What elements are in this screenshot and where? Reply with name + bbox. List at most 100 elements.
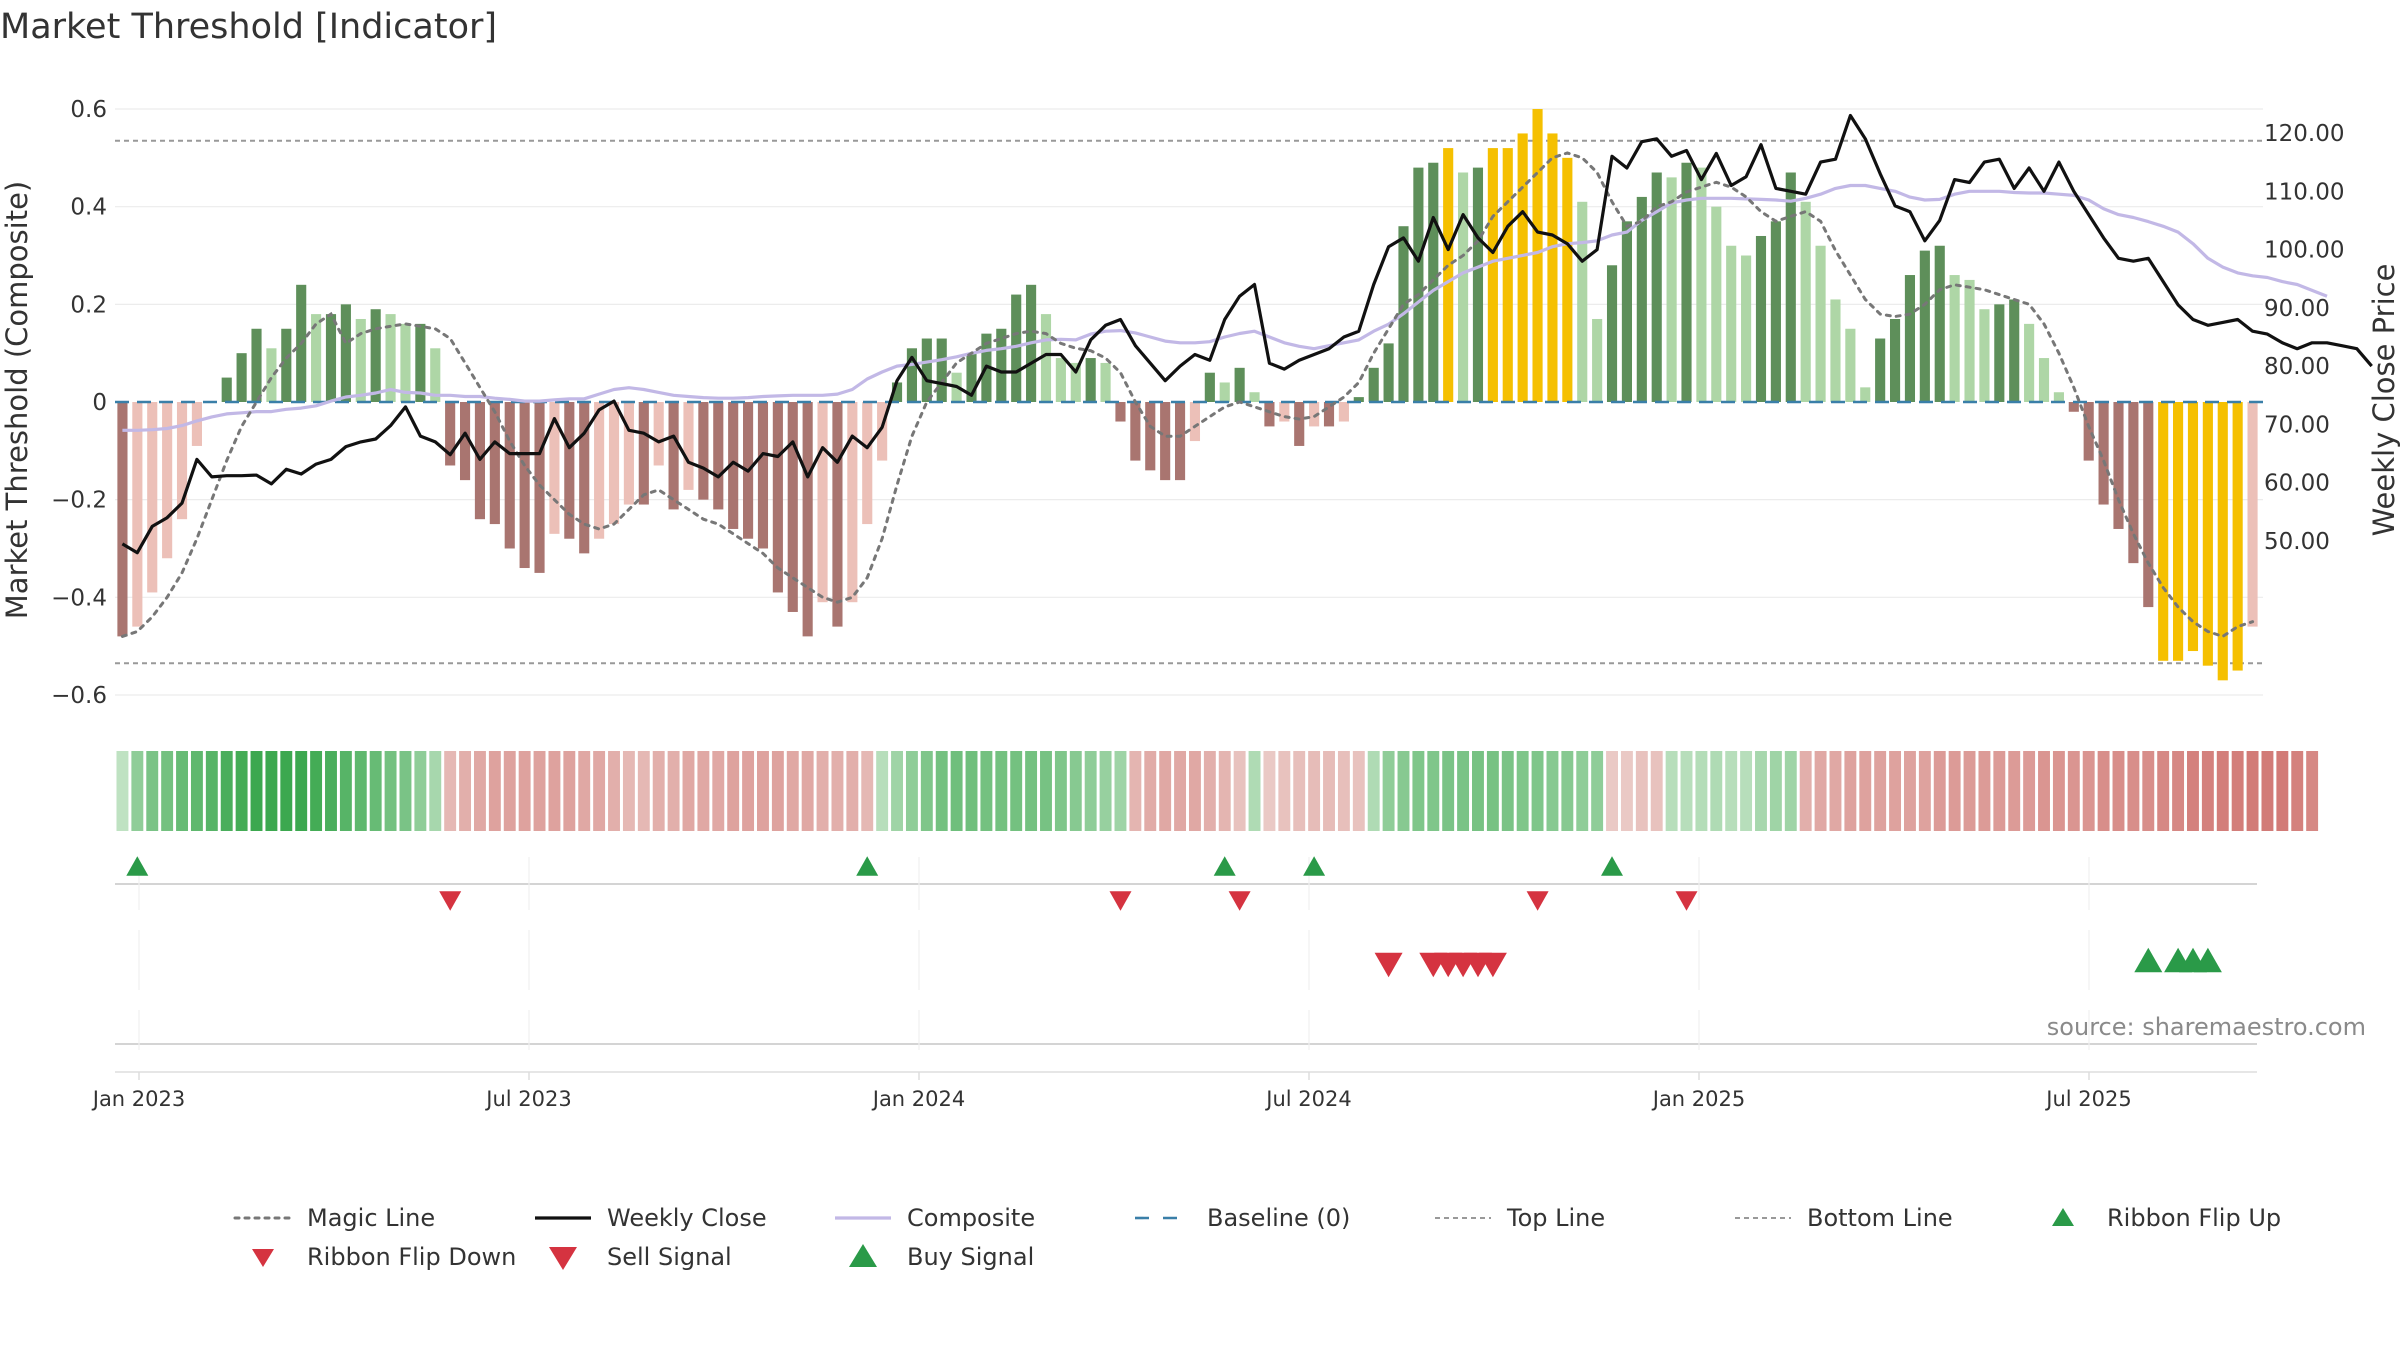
ribbon-cell <box>2127 751 2140 831</box>
ribbon-flip-down-marker <box>1109 891 1132 911</box>
ribbon-cell <box>1859 751 1872 831</box>
ribbon-cell <box>2023 751 2036 831</box>
legend-label: Sell Signal <box>607 1243 732 1271</box>
composite-bar <box>1204 372 1215 402</box>
ribbon-cell <box>1576 751 1589 831</box>
composite-line <box>122 183 2328 432</box>
ribbon-cell <box>786 751 799 831</box>
composite-bar <box>906 348 917 402</box>
ribbon-cell <box>1516 751 1529 831</box>
ribbon-cell <box>1695 751 1708 831</box>
composite-bar <box>1904 275 1916 402</box>
composite-bar <box>176 402 188 520</box>
ribbon-cell <box>1799 751 1812 831</box>
composite-bar <box>1294 402 1305 446</box>
composite-bar <box>251 328 262 402</box>
composite-bar <box>519 402 530 569</box>
composite-bar <box>1130 402 1141 461</box>
ribbon-cell <box>369 751 382 831</box>
composite-bar <box>713 402 724 510</box>
ribbon-cell <box>2142 751 2155 831</box>
composite-bar <box>1919 250 1930 402</box>
right-tick-label: 60.00 <box>2264 471 2330 497</box>
ribbon-cell <box>265 751 278 831</box>
composite-bar <box>891 382 903 402</box>
composite-bar <box>162 402 173 559</box>
right-tick-label: 90.00 <box>2264 296 2330 322</box>
left-tick-label: −0.4 <box>51 585 107 611</box>
ribbon-cell <box>1591 751 1604 831</box>
composite-bar <box>1174 402 1186 481</box>
composite-bar <box>1889 318 1901 402</box>
ribbon-cell <box>2112 751 2125 831</box>
composite-bar <box>1368 367 1379 402</box>
ribbon-flip-up-marker <box>1213 856 1236 876</box>
trend-ribbon <box>116 751 2319 831</box>
composite-bar <box>1636 196 1647 402</box>
composite-bar <box>236 353 247 402</box>
composite-bar <box>2053 392 2064 402</box>
composite-bar <box>1770 221 1781 402</box>
composite-bar <box>355 318 366 402</box>
composite-bar <box>1413 167 1424 402</box>
composite-bar <box>728 402 739 529</box>
composite-bar <box>1085 358 1096 402</box>
composite-bar <box>638 402 649 505</box>
legend-swatch <box>849 1244 877 1267</box>
composite-bar <box>772 402 783 593</box>
ribbon-cell <box>1040 751 1052 831</box>
legend-label: Top Line <box>1506 1204 1605 1232</box>
ribbon-cell <box>459 751 472 831</box>
composite-bar <box>385 314 396 402</box>
ribbon-cell <box>1620 751 1633 831</box>
composite-bar <box>2024 323 2035 402</box>
composite-bar <box>1323 402 1335 427</box>
ribbon-cell <box>1352 751 1365 831</box>
ribbon-cell <box>280 751 293 831</box>
ribbon-cell <box>2201 751 2214 831</box>
ribbon-cell <box>161 751 174 831</box>
composite-bar <box>966 353 977 402</box>
ribbon-cell <box>1710 751 1723 831</box>
ribbon-cell <box>920 751 933 831</box>
x-tick-label: Jan 2024 <box>871 1087 966 1111</box>
ribbon-cell <box>1606 751 1618 831</box>
composite-bar <box>534 402 545 573</box>
right-tick-label: 110.00 <box>2264 179 2344 205</box>
composite-bar <box>1279 402 1290 422</box>
ribbon-cell <box>518 751 531 831</box>
ribbon-cell <box>2306 751 2319 831</box>
composite-bar <box>1785 172 1796 402</box>
composite-bar <box>1353 397 1364 402</box>
weekly-close-line <box>121 113 2373 555</box>
ribbon-cell <box>190 751 203 831</box>
composite-bar <box>1666 177 1677 402</box>
left-tick-label: 0.4 <box>70 195 107 221</box>
composite-bar <box>2173 402 2184 661</box>
ribbon-cell <box>801 751 814 831</box>
composite-bar <box>564 402 575 539</box>
sell-signal-marker <box>1374 952 1403 978</box>
composite-bar <box>2187 402 2199 652</box>
composite-bar <box>921 338 932 402</box>
ribbon-cell <box>1769 751 1782 831</box>
composite-bar <box>1741 255 1752 402</box>
composite-bar <box>2217 402 2228 681</box>
sell-signal-marker <box>1478 952 1507 978</box>
composite-bar <box>1443 148 1454 402</box>
right-axis-ticks: 120.00 110.00 100.00 90.00 80.00 70.00 60.00 50… <box>2264 121 2344 555</box>
composite-bar <box>1487 148 1498 402</box>
right-axis-label: Weekly Close Price <box>2367 264 2400 537</box>
composite-bar <box>1458 172 1469 402</box>
ribbon-cell <box>965 751 978 831</box>
ribbon-cell <box>429 751 442 831</box>
ribbon-cell <box>891 751 903 831</box>
composite-bar <box>1621 221 1632 402</box>
left-tick-label: 0 <box>92 390 107 416</box>
x-tick-label: Jan 2025 <box>1651 1087 1746 1111</box>
ribbon-cell <box>533 751 546 831</box>
right-tick-label: 100.00 <box>2264 238 2344 264</box>
composite-bar <box>1577 201 1588 402</box>
ribbon-cell <box>1248 751 1261 831</box>
ribbon-cell <box>1546 751 1559 831</box>
